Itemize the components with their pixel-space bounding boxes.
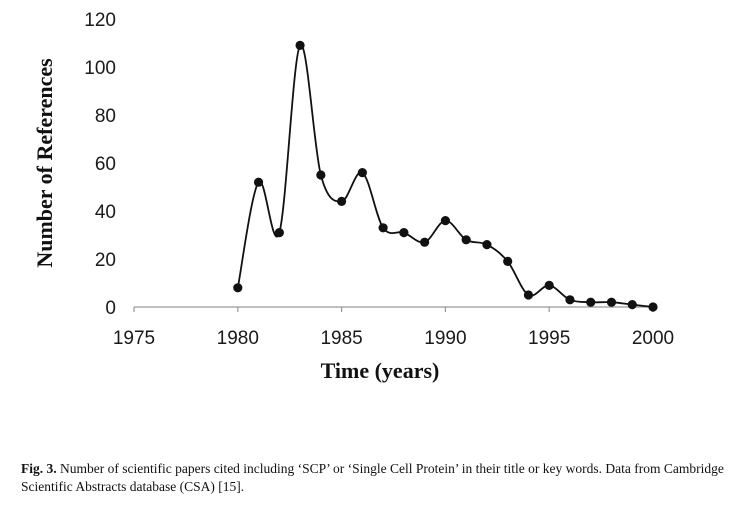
data-point xyxy=(295,40,305,51)
data-point xyxy=(233,283,243,293)
line-chart: 0 20 40 60 80 100 120 1975 1980 1985 1990 1995 2000… xyxy=(32,10,674,383)
data-point xyxy=(586,297,596,307)
data-point xyxy=(253,177,264,187)
x-tick-label: 1990 xyxy=(424,328,466,349)
data-point xyxy=(399,228,409,238)
data-point xyxy=(378,223,388,233)
series-line xyxy=(236,44,654,308)
data-point xyxy=(440,216,450,226)
y-tick-label: 40 xyxy=(95,202,116,223)
y-tick-label: 80 xyxy=(95,106,116,127)
data-point xyxy=(420,237,430,247)
data-point xyxy=(337,196,347,206)
x-tick-label: 2000 xyxy=(632,328,674,349)
y-tick-label: 0 xyxy=(105,298,116,319)
data-point xyxy=(316,170,326,180)
data-point xyxy=(606,297,617,307)
y-tick-label: 100 xyxy=(84,58,116,79)
data-point xyxy=(648,302,658,312)
y-axis-title: Number of References xyxy=(32,58,57,268)
data-point xyxy=(274,228,284,238)
x-tick-label: 1980 xyxy=(217,328,259,349)
x-axis-ticks: 1975 1980 1985 1990 1995 2000 xyxy=(113,307,674,349)
figure-caption: Fig. 3. Number of scientific papers cite… xyxy=(21,460,733,496)
figure-caption-text: Number of scientific papers cited includ… xyxy=(21,461,724,494)
y-tick-label: 120 xyxy=(84,10,116,31)
y-tick-label: 20 xyxy=(95,250,116,271)
data-point xyxy=(544,280,554,290)
y-axis-ticks: 0 20 40 60 80 100 120 xyxy=(84,10,116,319)
data-point xyxy=(357,168,367,178)
data-point xyxy=(565,295,575,305)
data-point xyxy=(503,256,513,266)
data-points xyxy=(233,40,658,312)
x-axis-title: Time (years) xyxy=(321,358,440,383)
data-point xyxy=(627,300,637,310)
x-tick-label: 1975 xyxy=(113,328,155,349)
data-point xyxy=(482,240,492,250)
figure-label: Fig. 3. xyxy=(21,461,57,476)
data-point xyxy=(523,290,534,300)
x-tick-label: 1985 xyxy=(320,328,362,349)
x-tick-label: 1995 xyxy=(528,328,570,349)
y-tick-label: 60 xyxy=(95,154,116,175)
data-point xyxy=(461,235,471,245)
